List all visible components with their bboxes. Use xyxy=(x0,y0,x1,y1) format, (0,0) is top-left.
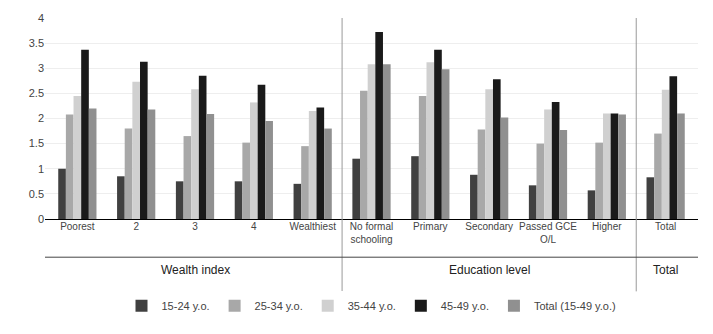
svg-text:Total (15-49 y.o.): Total (15-49 y.o.) xyxy=(534,300,616,312)
svg-text:45-49 y.o.: 45-49 y.o. xyxy=(441,300,489,312)
svg-text:Total: Total xyxy=(655,221,676,232)
svg-text:1.5: 1.5 xyxy=(29,137,44,149)
svg-text:25-34 y.o.: 25-34 y.o. xyxy=(255,300,303,312)
svg-text:Education level: Education level xyxy=(449,263,530,277)
svg-text:1: 1 xyxy=(38,163,44,175)
svg-text:Wealth index: Wealth index xyxy=(161,263,230,277)
svg-text:2: 2 xyxy=(38,112,44,124)
svg-text:3.5: 3.5 xyxy=(29,37,44,49)
svg-text:2: 2 xyxy=(133,221,139,232)
svg-text:Wealthiest: Wealthiest xyxy=(289,221,336,232)
svg-text:0.5: 0.5 xyxy=(29,188,44,200)
svg-text:35-44 y.o.: 35-44 y.o. xyxy=(348,300,396,312)
svg-text:15-24 y.o.: 15-24 y.o. xyxy=(162,300,210,312)
svg-text:3: 3 xyxy=(192,221,198,232)
svg-text:Primary: Primary xyxy=(413,221,447,232)
svg-text:Poorest: Poorest xyxy=(60,221,95,232)
svg-text:4: 4 xyxy=(38,12,44,24)
svg-text:0: 0 xyxy=(38,213,44,225)
svg-text:Passed GCEO/L: Passed GCEO/L xyxy=(519,221,577,245)
svg-text:No formalschooling: No formalschooling xyxy=(350,221,393,245)
svg-text:Higher: Higher xyxy=(592,221,622,232)
svg-text:Total: Total xyxy=(653,263,678,277)
svg-text:2.5: 2.5 xyxy=(29,87,44,99)
svg-text:Secondary: Secondary xyxy=(465,221,513,232)
svg-text:3: 3 xyxy=(38,62,44,74)
svg-text:4: 4 xyxy=(251,221,257,232)
